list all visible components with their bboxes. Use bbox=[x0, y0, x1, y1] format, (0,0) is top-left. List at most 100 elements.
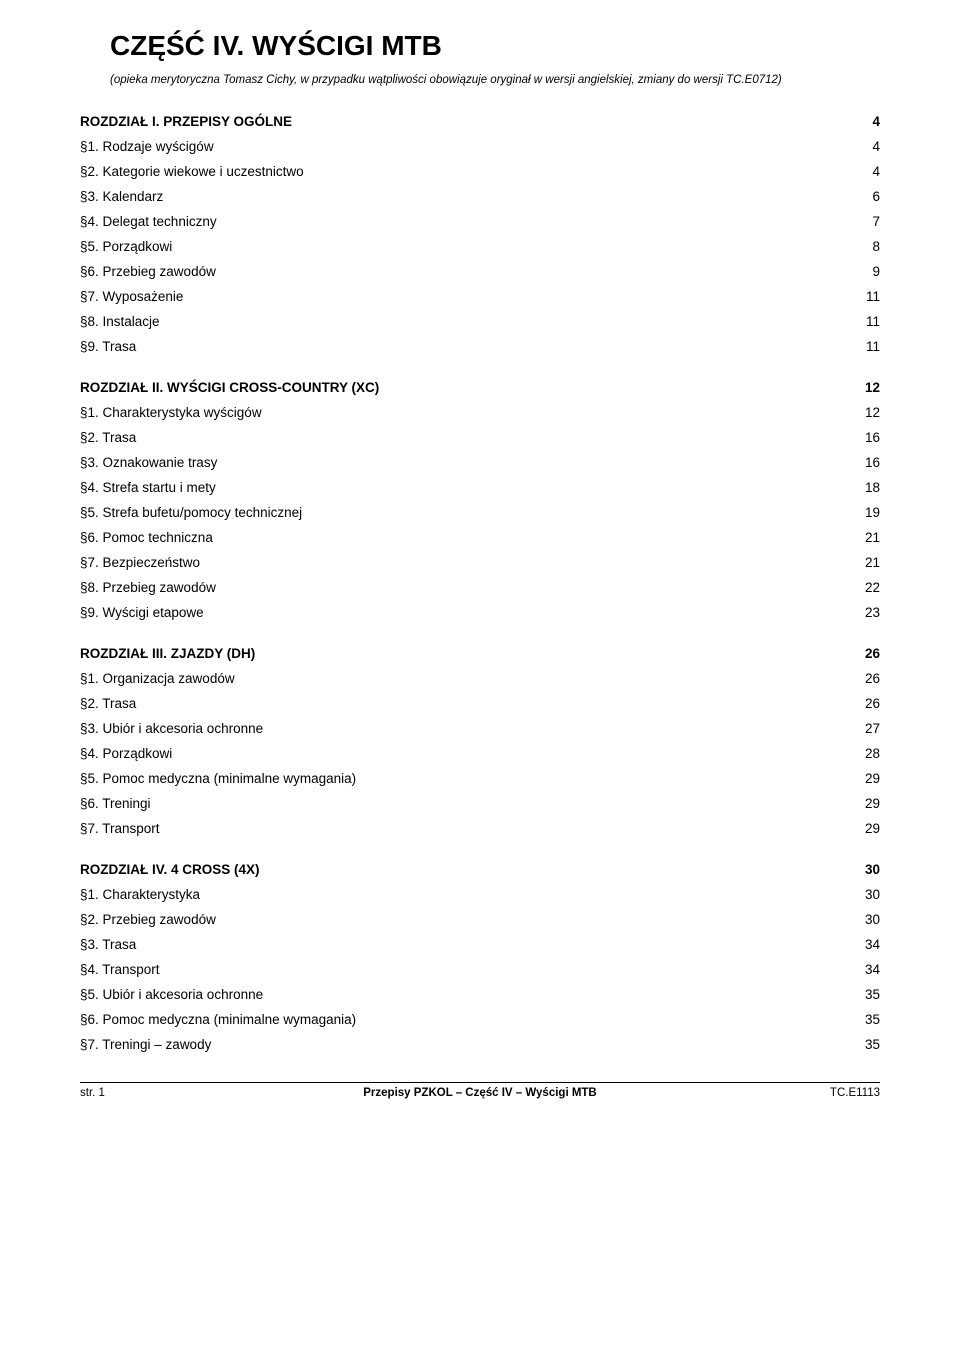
toc-item-label: §2. Trasa bbox=[80, 696, 840, 711]
toc-heading-label: ROZDZIAŁ I. PRZEPISY OGÓLNE bbox=[80, 114, 840, 129]
toc-item-label: §2. Kategorie wiekowe i uczestnictwo bbox=[80, 164, 840, 179]
toc-heading-page: 12 bbox=[840, 380, 880, 395]
toc-item: §2. Trasa16 bbox=[80, 430, 880, 445]
toc-heading-page: 26 bbox=[840, 646, 880, 661]
toc-item: §6. Pomoc techniczna21 bbox=[80, 530, 880, 545]
toc-heading-page: 30 bbox=[840, 862, 880, 877]
toc-item: §6. Treningi29 bbox=[80, 796, 880, 811]
toc-item: §4. Porządkowi28 bbox=[80, 746, 880, 761]
toc-item: §6. Pomoc medyczna (minimalne wymagania)… bbox=[80, 1012, 880, 1027]
document-title: CZĘŚĆ IV. WYŚCIGI MTB bbox=[110, 30, 880, 62]
toc-item-page: 11 bbox=[840, 314, 880, 329]
toc-item-page: 21 bbox=[840, 555, 880, 570]
toc-item-page: 16 bbox=[840, 455, 880, 470]
toc-item-label: §8. Przebieg zawodów bbox=[80, 580, 840, 595]
toc-item-label: §9. Wyścigi etapowe bbox=[80, 605, 840, 620]
toc-item: §1. Organizacja zawodów26 bbox=[80, 671, 880, 686]
toc-item-page: 26 bbox=[840, 696, 880, 711]
document-subtitle: (opieka merytoryczna Tomasz Cichy, w prz… bbox=[110, 74, 880, 86]
toc-item: §9. Wyścigi etapowe23 bbox=[80, 605, 880, 620]
toc-item-page: 18 bbox=[840, 480, 880, 495]
toc-heading-label: ROZDZIAŁ IV. 4 CROSS (4X) bbox=[80, 862, 840, 877]
toc-item-label: §9. Trasa bbox=[80, 339, 840, 354]
toc-item: §4. Delegat techniczny7 bbox=[80, 214, 880, 229]
toc-item-page: 22 bbox=[840, 580, 880, 595]
toc-item-page: 11 bbox=[840, 339, 880, 354]
toc-item-label: §1. Charakterystyka wyścigów bbox=[80, 405, 840, 420]
toc-item-label: §1. Organizacja zawodów bbox=[80, 671, 840, 686]
toc-item: §3. Trasa34 bbox=[80, 937, 880, 952]
toc-item: §2. Kategorie wiekowe i uczestnictwo4 bbox=[80, 164, 880, 179]
toc-heading-label: ROZDZIAŁ III. ZJAZDY (DH) bbox=[80, 646, 840, 661]
toc-item: §7. Transport29 bbox=[80, 821, 880, 836]
toc-item-label: §3. Trasa bbox=[80, 937, 840, 952]
toc-item: §8. Przebieg zawodów22 bbox=[80, 580, 880, 595]
toc-item-label: §7. Wyposażenie bbox=[80, 289, 840, 304]
toc-item-label: §3. Kalendarz bbox=[80, 189, 840, 204]
toc-item-page: 29 bbox=[840, 771, 880, 786]
toc-item-label: §8. Instalacje bbox=[80, 314, 840, 329]
toc-item-page: 7 bbox=[840, 214, 880, 229]
toc-item-label: §5. Porządkowi bbox=[80, 239, 840, 254]
toc-item-page: 16 bbox=[840, 430, 880, 445]
toc-item-page: 4 bbox=[840, 139, 880, 154]
toc-item-label: §7. Transport bbox=[80, 821, 840, 836]
toc-item: §5. Pomoc medyczna (minimalne wymagania)… bbox=[80, 771, 880, 786]
toc-item: §7. Treningi – zawody35 bbox=[80, 1037, 880, 1052]
toc-item: §5. Strefa bufetu/pomocy technicznej19 bbox=[80, 505, 880, 520]
footer-page-number: str. 1 bbox=[80, 1087, 160, 1099]
toc-item-page: 19 bbox=[840, 505, 880, 520]
toc-item-page: 30 bbox=[840, 912, 880, 927]
toc-item-label: §6. Przebieg zawodów bbox=[80, 264, 840, 279]
toc-item-page: 35 bbox=[840, 987, 880, 1002]
toc-item: §3. Ubiór i akcesoria ochronne27 bbox=[80, 721, 880, 736]
page-footer: str. 1 Przepisy PZKOL – Część IV – Wyści… bbox=[80, 1083, 880, 1099]
toc-item-label: §4. Porządkowi bbox=[80, 746, 840, 761]
toc-item: §6. Przebieg zawodów9 bbox=[80, 264, 880, 279]
toc-item-label: §2. Przebieg zawodów bbox=[80, 912, 840, 927]
toc-item-label: §6. Pomoc medyczna (minimalne wymagania) bbox=[80, 1012, 840, 1027]
toc-item-label: §1. Rodzaje wyścigów bbox=[80, 139, 840, 154]
footer-code: TC.E1113 bbox=[800, 1087, 880, 1099]
toc-item: §5. Ubiór i akcesoria ochronne35 bbox=[80, 987, 880, 1002]
toc-item-page: 35 bbox=[840, 1037, 880, 1052]
toc-item: §2. Przebieg zawodów30 bbox=[80, 912, 880, 927]
toc-item-label: §7. Bezpieczeństwo bbox=[80, 555, 840, 570]
toc-item-page: 4 bbox=[840, 164, 880, 179]
toc-section-heading: ROZDZIAŁ IV. 4 CROSS (4X)30 bbox=[80, 862, 880, 877]
toc-item-page: 12 bbox=[840, 405, 880, 420]
toc-item-label: §4. Strefa startu i mety bbox=[80, 480, 840, 495]
toc-item: §3. Kalendarz6 bbox=[80, 189, 880, 204]
toc-item: §7. Bezpieczeństwo21 bbox=[80, 555, 880, 570]
toc-item-label: §4. Transport bbox=[80, 962, 840, 977]
table-of-contents: ROZDZIAŁ I. PRZEPISY OGÓLNE4§1. Rodzaje … bbox=[80, 114, 880, 1052]
toc-item-label: §6. Treningi bbox=[80, 796, 840, 811]
toc-item: §1. Charakterystyka wyścigów12 bbox=[80, 405, 880, 420]
toc-item-page: 34 bbox=[840, 962, 880, 977]
toc-item: §9. Trasa11 bbox=[80, 339, 880, 354]
toc-item-page: 23 bbox=[840, 605, 880, 620]
toc-item-page: 9 bbox=[840, 264, 880, 279]
toc-item-page: 29 bbox=[840, 796, 880, 811]
toc-item: §3. Oznakowanie trasy16 bbox=[80, 455, 880, 470]
toc-item-label: §2. Trasa bbox=[80, 430, 840, 445]
toc-item-page: 27 bbox=[840, 721, 880, 736]
toc-section-heading: ROZDZIAŁ I. PRZEPISY OGÓLNE4 bbox=[80, 114, 880, 129]
toc-heading-label: ROZDZIAŁ II. WYŚCIGI CROSS-COUNTRY (XC) bbox=[80, 380, 840, 395]
toc-item-page: 30 bbox=[840, 887, 880, 902]
toc-heading-page: 4 bbox=[840, 114, 880, 129]
toc-section-heading: ROZDZIAŁ II. WYŚCIGI CROSS-COUNTRY (XC)1… bbox=[80, 380, 880, 395]
toc-item-label: §3. Ubiór i akcesoria ochronne bbox=[80, 721, 840, 736]
toc-item-page: 26 bbox=[840, 671, 880, 686]
toc-item: §5. Porządkowi8 bbox=[80, 239, 880, 254]
toc-item: §2. Trasa26 bbox=[80, 696, 880, 711]
toc-item-page: 11 bbox=[840, 289, 880, 304]
toc-item-label: §4. Delegat techniczny bbox=[80, 214, 840, 229]
toc-item-page: 8 bbox=[840, 239, 880, 254]
toc-item-page: 34 bbox=[840, 937, 880, 952]
toc-item-page: 21 bbox=[840, 530, 880, 545]
footer-title: Przepisy PZKOL – Część IV – Wyścigi MTB bbox=[160, 1087, 800, 1099]
toc-item-page: 35 bbox=[840, 1012, 880, 1027]
toc-item-label: §5. Pomoc medyczna (minimalne wymagania) bbox=[80, 771, 840, 786]
toc-item: §1. Charakterystyka30 bbox=[80, 887, 880, 902]
